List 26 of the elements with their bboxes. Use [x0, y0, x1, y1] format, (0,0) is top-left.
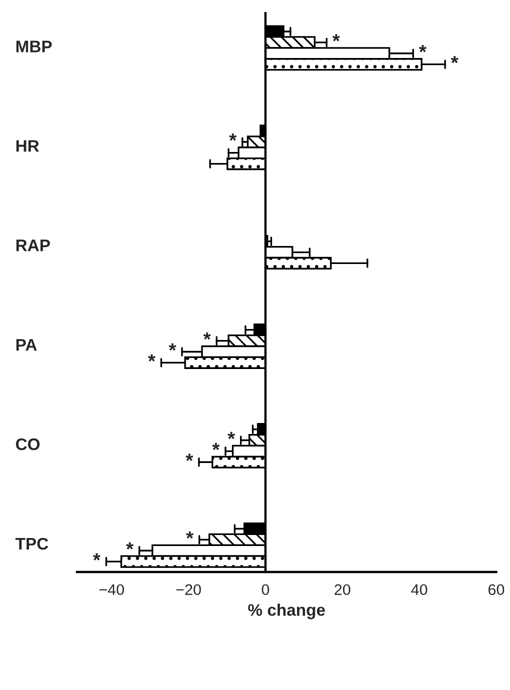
y-tick-label: CO — [16, 438, 40, 450]
data-label: * — [228, 432, 236, 440]
y-tick-label: TPC — [15, 538, 48, 550]
y-tick-label: RAP — [16, 240, 50, 252]
data-label: * — [186, 454, 194, 462]
data-label: * — [450, 56, 458, 64]
x-axis-title: % change — [248, 604, 325, 620]
data-label: * — [229, 134, 237, 141]
x-tick-label: 40 — [411, 584, 428, 596]
x-tick-label: −20 — [176, 584, 201, 596]
x-tick-label: 20 — [334, 584, 350, 596]
x-tick-label: −40 — [99, 584, 124, 596]
y-tick-label: MBP — [16, 40, 52, 52]
data-label: * — [148, 354, 156, 362]
data-label: * — [332, 34, 340, 42]
data-label: * — [92, 553, 100, 560]
data-label: * — [418, 45, 426, 52]
x-tick-label: 60 — [488, 584, 504, 596]
data-label: * — [212, 442, 220, 450]
y-tick-label: PA — [16, 339, 37, 351]
y-tick-label: HR — [16, 140, 40, 152]
x-tick-label: 0 — [262, 584, 270, 596]
data-label: * — [126, 542, 134, 550]
data-label: * — [203, 332, 211, 340]
data-label: * — [168, 343, 176, 351]
data-label: * — [186, 531, 194, 539]
